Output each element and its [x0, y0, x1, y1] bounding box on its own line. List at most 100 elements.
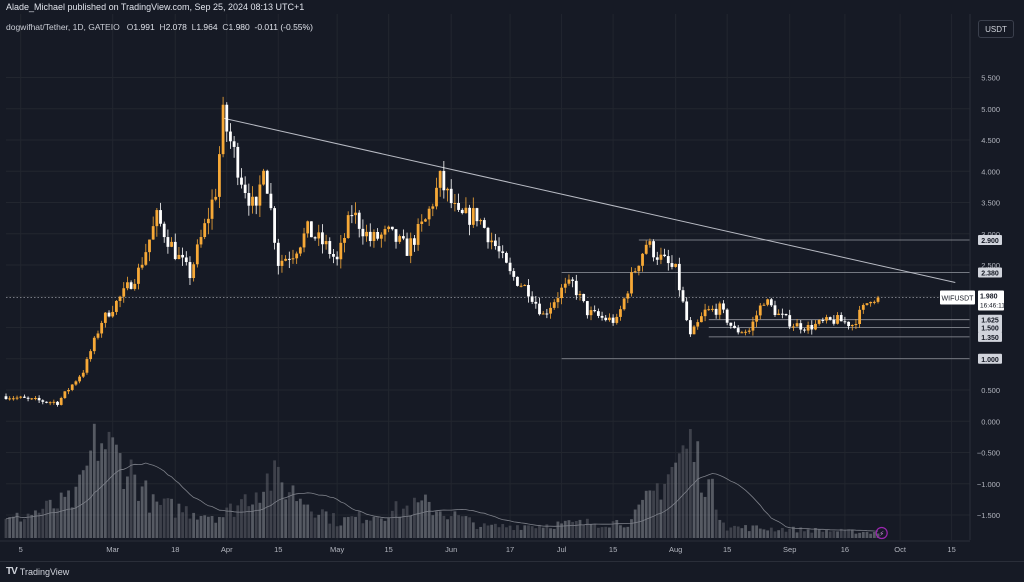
volume-bar: [321, 509, 324, 538]
candle-body: [534, 301, 538, 304]
volume-bar: [777, 530, 781, 538]
candle-body: [339, 242, 343, 260]
candle-body: [354, 212, 357, 216]
volume-bar: [615, 519, 619, 538]
candle-body: [780, 313, 784, 315]
volume-bar: [365, 519, 368, 538]
candle-body: [482, 220, 486, 228]
volume-bar: [446, 519, 449, 538]
candle-body: [700, 316, 703, 323]
volume-bar: [806, 529, 810, 538]
volume-bar: [346, 516, 350, 538]
volume-bar: [206, 516, 210, 538]
candle-body: [383, 229, 387, 235]
volume-bar: [144, 480, 148, 538]
tradingview-logo[interactable]: TV TradingView: [6, 566, 69, 577]
candle-body: [166, 237, 170, 247]
candle-body: [604, 317, 608, 321]
volume-bar: [652, 490, 655, 538]
trendline[interactable]: [222, 117, 956, 283]
volume-bar: [865, 531, 869, 538]
candle-body: [181, 254, 185, 258]
volume-bar: [173, 517, 177, 538]
volume-bar: [269, 490, 273, 538]
candle-body: [398, 236, 402, 242]
x-tick-label: Jun: [445, 545, 457, 554]
volume-bar: [449, 516, 453, 538]
candle-body: [133, 283, 137, 289]
candle-body: [501, 251, 505, 253]
candle-body: [688, 320, 692, 335]
volume-bar: [626, 526, 630, 538]
axes: 5.5005.0004.5004.0003.5003.0002.5002.000…: [0, 0, 1000, 554]
footer-bar: [0, 561, 1024, 582]
horizontal-levels: [6, 239, 970, 360]
volume-bar: [527, 525, 530, 538]
volume-bar: [681, 445, 685, 538]
candle-body: [803, 329, 806, 331]
level-label: 1.500: [981, 326, 999, 333]
candle-body: [582, 293, 586, 302]
y-tick-label: 3.000: [981, 230, 1000, 239]
candle-body: [361, 228, 365, 237]
volume-bar: [151, 494, 155, 538]
volume-bar: [129, 459, 133, 538]
candle-body: [788, 315, 792, 327]
volume-bar: [872, 532, 876, 538]
volume-bar: [398, 516, 402, 538]
volume-bar: [633, 509, 637, 538]
candle-body: [630, 272, 633, 294]
volume-bar: [758, 528, 762, 538]
candle-body: [850, 324, 854, 327]
volume-bar: [214, 522, 218, 538]
volume-bar: [166, 498, 170, 538]
volume-bar: [155, 501, 159, 538]
candle-body: [571, 279, 575, 281]
candle-body: [291, 258, 295, 260]
candle-body: [401, 236, 405, 239]
candle-body: [475, 208, 479, 222]
candle-body: [151, 226, 155, 240]
volume-bar: [512, 530, 516, 538]
x-tick-label: 15: [274, 545, 282, 554]
ohlc-legend: dogwifhat/Tether, 1D, GATEIO O1.991 H2.0…: [6, 22, 313, 32]
volume-bar: [251, 504, 254, 538]
volume-bar: [619, 525, 622, 538]
candle-body: [144, 252, 148, 265]
volume-bar: [475, 529, 479, 538]
candle-body: [633, 271, 637, 273]
candle-body: [552, 302, 556, 308]
candle-body: [420, 221, 424, 224]
symbol-title[interactable]: dogwifhat/Tether, 1D, GATEIO: [6, 22, 120, 32]
candle-body: [847, 321, 850, 327]
volume-bar: [258, 502, 262, 538]
currency-unit-button[interactable]: USDT: [978, 20, 1014, 38]
volume-bar: [814, 528, 817, 538]
descending-trendline[interactable]: [222, 117, 956, 283]
volume-bar: [287, 492, 291, 538]
candle-body: [206, 218, 210, 224]
candle-body: [100, 322, 104, 334]
candle-body: [504, 252, 508, 263]
volume-bar: [350, 516, 354, 538]
candle-body: [368, 231, 372, 242]
candle-body: [722, 303, 725, 310]
candle-body: [435, 187, 438, 207]
candle-body: [574, 280, 578, 296]
grid-lines: [6, 10, 970, 540]
volume-bar: [22, 519, 26, 538]
volume-bar: [210, 516, 214, 538]
candle-body: [825, 317, 828, 321]
volume-bar: [140, 486, 144, 538]
candle-body: [214, 196, 218, 200]
level-label: 2.380: [981, 271, 999, 278]
candle-body: [795, 323, 799, 327]
volume-bar: [861, 531, 865, 538]
volume-bar: [630, 519, 633, 538]
volume-bar: [225, 507, 229, 538]
x-tick-label: Oct: [894, 545, 907, 554]
candle-body: [81, 372, 85, 377]
candle-body: [162, 223, 166, 238]
candle-body: [817, 319, 821, 324]
